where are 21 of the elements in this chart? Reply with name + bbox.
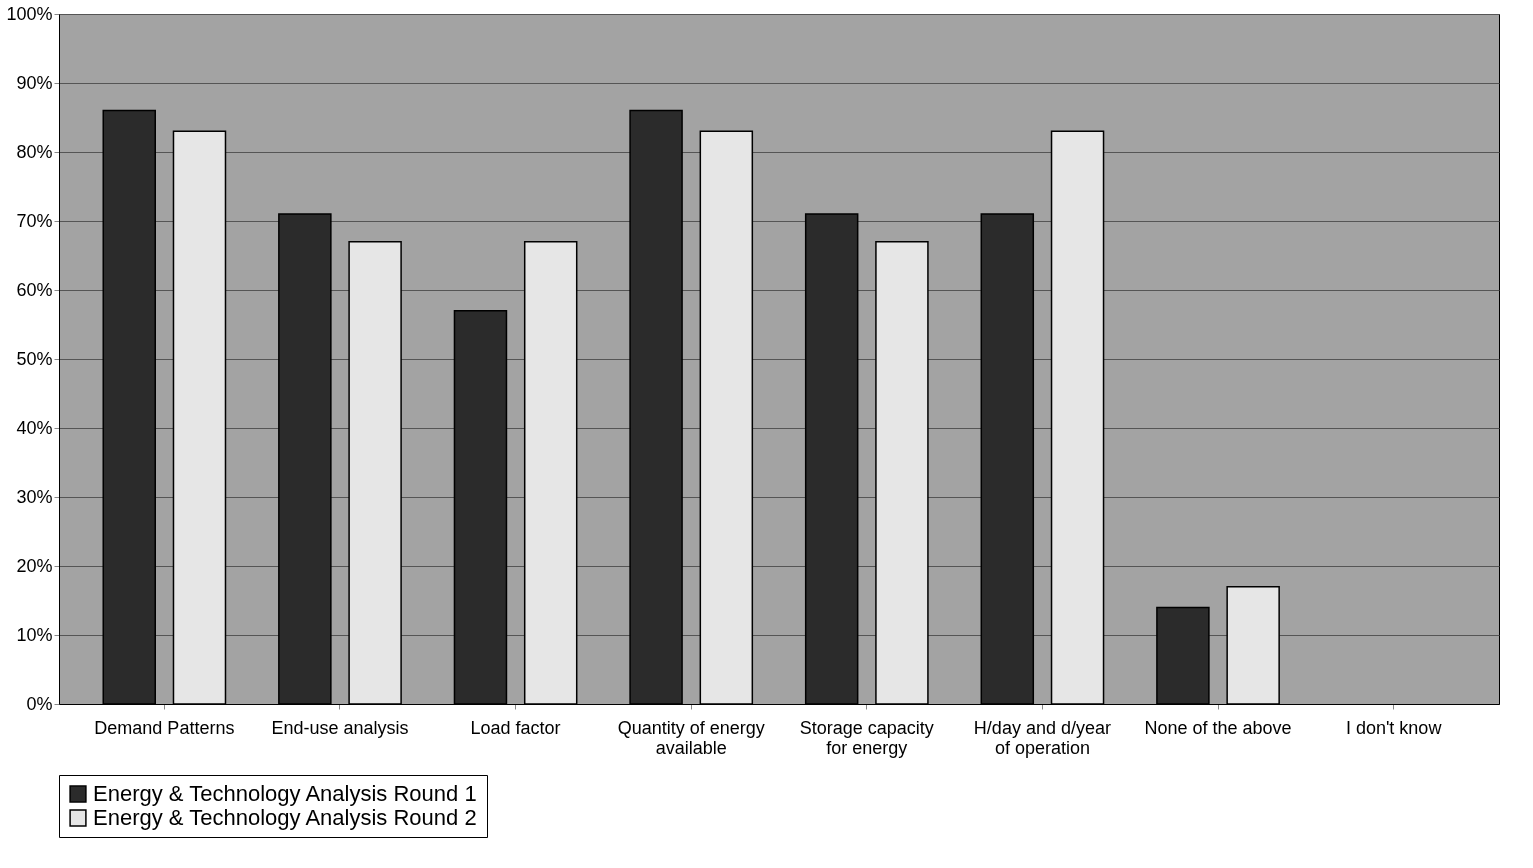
x-tick-label: I don't know <box>1345 717 1443 738</box>
x-tick-label: None of the above <box>1144 717 1292 738</box>
y-tick-label: 60% <box>16 279 53 300</box>
y-tick-label: 90% <box>16 72 53 93</box>
legend-label: Energy & Technology Analysis Round 1 <box>93 781 477 806</box>
x-tick-label: Storage capacity for energy <box>799 717 934 758</box>
y-tick-label: 40% <box>16 417 53 438</box>
x-tick-label: Load factor <box>470 717 561 738</box>
y-tick-label: 10% <box>16 624 53 645</box>
legend-label: Energy & Technology Analysis Round 2 <box>93 805 477 830</box>
x-tick-label: End-use analysis <box>271 717 409 738</box>
x-tick-label: Quantity of energy available <box>617 717 765 758</box>
y-tick-label: 100% <box>6 3 53 24</box>
y-tick-label: 70% <box>16 210 53 231</box>
x-tick-label: Demand Patterns <box>94 717 235 738</box>
x-tick-label: H/day and d/year of operation <box>973 717 1111 758</box>
y-tick-label: 50% <box>16 348 53 369</box>
y-tick-label: 30% <box>16 486 53 507</box>
y-tick-label: 80% <box>16 141 53 162</box>
y-tick-label: 0% <box>26 693 53 714</box>
y-tick-label: 20% <box>16 555 53 576</box>
